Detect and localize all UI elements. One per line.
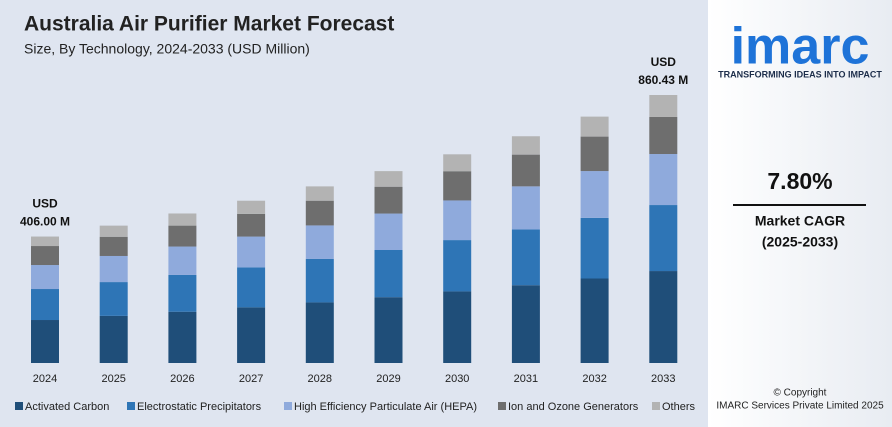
legend-swatch bbox=[127, 402, 135, 410]
x-tick-label: 2027 bbox=[239, 373, 263, 385]
tagline: TRANSFORMING IDEAS INTO IMPACT bbox=[718, 69, 882, 79]
logo: imarc bbox=[731, 18, 870, 76]
chart-subtitle: Size, By Technology, 2024-2033 (USD Mill… bbox=[24, 41, 310, 57]
chart-title: Australia Air Purifier Market Forecast bbox=[24, 13, 394, 36]
bar-segment bbox=[580, 217, 609, 279]
bar-segment bbox=[580, 278, 609, 363]
legend-swatch bbox=[498, 402, 506, 410]
bar-segment bbox=[168, 311, 197, 363]
bar-segment bbox=[31, 320, 59, 363]
bar-segment bbox=[99, 225, 128, 237]
bar-segment bbox=[511, 229, 540, 286]
bar-segment bbox=[31, 246, 59, 266]
bar-segment bbox=[374, 171, 403, 187]
legend-swatch bbox=[15, 402, 23, 410]
bar-segment bbox=[511, 154, 540, 187]
bar-segment bbox=[649, 116, 678, 155]
legend-label: Others bbox=[662, 401, 696, 413]
x-tick-label: 2032 bbox=[582, 373, 606, 385]
bar-segment bbox=[237, 267, 266, 308]
bar-segment bbox=[649, 154, 678, 206]
bar-segment bbox=[649, 95, 678, 117]
bar-segment bbox=[511, 136, 540, 155]
legend-swatch bbox=[284, 402, 292, 410]
cagr-value: 7.80% bbox=[767, 168, 832, 194]
bar-segment bbox=[168, 225, 197, 247]
x-tick-label: 2030 bbox=[445, 373, 469, 385]
bar-segment bbox=[580, 116, 609, 137]
company: IMARC Services Private Limited 2025 bbox=[716, 401, 884, 412]
bar-segment bbox=[305, 225, 334, 259]
bar-segment bbox=[443, 171, 472, 201]
bar-segment bbox=[305, 258, 334, 303]
cagr-label: Market CAGR bbox=[755, 213, 845, 229]
cagr-period: (2025-2033) bbox=[762, 234, 838, 250]
bar-segment bbox=[99, 282, 128, 316]
bar-segment bbox=[168, 274, 197, 312]
bar-segment bbox=[31, 265, 59, 290]
total-label: USD bbox=[32, 197, 58, 211]
legend-label: Ion and Ozone Generators bbox=[508, 401, 639, 413]
bar-segment bbox=[443, 154, 472, 172]
x-tick-label: 2031 bbox=[514, 373, 538, 385]
bar-segment bbox=[443, 291, 472, 363]
bar-segment bbox=[168, 213, 197, 226]
bar-segment bbox=[649, 271, 678, 363]
total-label: 860.43 M bbox=[638, 73, 688, 87]
bar-segment bbox=[374, 186, 403, 214]
bar-segment bbox=[649, 205, 678, 272]
x-tick-label: 2028 bbox=[308, 373, 332, 385]
bar-segment bbox=[374, 249, 403, 298]
bar-segment bbox=[31, 236, 59, 247]
x-tick-label: 2033 bbox=[651, 373, 675, 385]
bar-segment bbox=[237, 213, 266, 237]
bar-segment bbox=[237, 236, 266, 268]
total-label: USD bbox=[651, 55, 677, 69]
legend-label: Activated Carbon bbox=[25, 401, 109, 413]
bar-segment bbox=[168, 246, 197, 275]
bar-segment bbox=[580, 136, 609, 172]
bar-segment bbox=[511, 186, 540, 230]
bar-segment bbox=[237, 307, 266, 363]
bar-segment bbox=[31, 289, 59, 321]
bar-segment bbox=[99, 255, 128, 283]
bar-segment bbox=[511, 285, 540, 363]
bar-segment bbox=[443, 240, 472, 292]
bar-segment bbox=[443, 200, 472, 241]
bar-segment bbox=[305, 186, 334, 201]
bar-segment bbox=[305, 200, 334, 226]
bar-segment bbox=[374, 213, 403, 250]
legend-swatch bbox=[652, 402, 660, 410]
x-tick-label: 2026 bbox=[170, 373, 194, 385]
bar-segment bbox=[237, 200, 266, 214]
x-tick-label: 2024 bbox=[33, 373, 57, 385]
x-tick-label: 2029 bbox=[376, 373, 400, 385]
bar-segment bbox=[305, 302, 334, 363]
legend-label: High Efficiency Particulate Air (HEPA) bbox=[294, 401, 477, 413]
bar-segment bbox=[374, 297, 403, 363]
bar-segment bbox=[99, 315, 128, 363]
sidebar-bg bbox=[708, 0, 892, 427]
legend-label: Electrostatic Precipitators bbox=[137, 401, 262, 413]
bar-segment bbox=[99, 236, 128, 256]
copyright: © Copyright bbox=[774, 388, 827, 399]
total-label: 406.00 M bbox=[20, 215, 70, 229]
bar-segment bbox=[580, 171, 609, 218]
x-tick-label: 2025 bbox=[101, 373, 125, 385]
